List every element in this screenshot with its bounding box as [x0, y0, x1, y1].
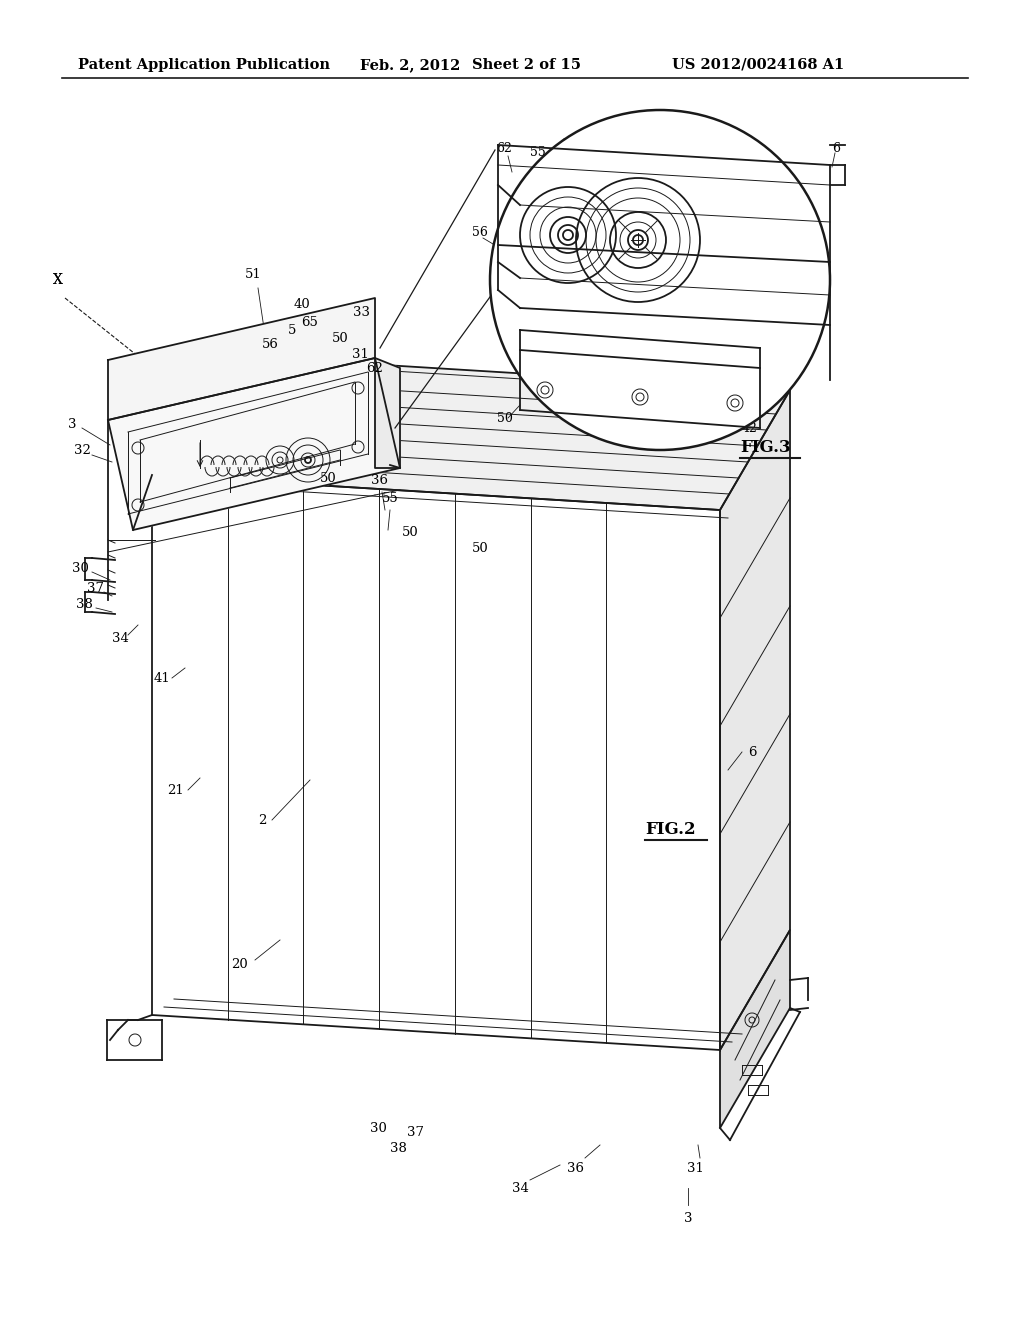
Text: 50: 50: [472, 541, 488, 554]
Text: 50: 50: [600, 136, 616, 149]
Text: 40: 40: [294, 298, 310, 312]
Polygon shape: [720, 389, 790, 1049]
Polygon shape: [720, 931, 790, 1129]
Text: X: X: [53, 273, 62, 286]
Text: 6: 6: [748, 746, 757, 759]
Text: 55: 55: [530, 145, 546, 158]
Text: 37: 37: [87, 582, 104, 594]
Text: 37: 37: [407, 1126, 424, 1138]
Text: 50: 50: [497, 412, 513, 425]
Text: 41: 41: [154, 672, 170, 685]
Text: 31: 31: [351, 348, 369, 362]
Text: 50: 50: [401, 525, 419, 539]
Text: Patent Application Publication: Patent Application Publication: [78, 58, 330, 73]
Text: 20: 20: [231, 958, 249, 972]
Polygon shape: [108, 298, 375, 420]
Text: 31: 31: [686, 1162, 703, 1175]
Text: 56: 56: [261, 338, 279, 351]
Text: 2: 2: [258, 813, 266, 826]
Polygon shape: [375, 358, 400, 469]
Text: 3: 3: [68, 418, 76, 432]
Text: 65: 65: [560, 139, 575, 152]
Circle shape: [490, 110, 830, 450]
Text: US 2012/0024168 A1: US 2012/0024168 A1: [672, 58, 844, 73]
Text: 56: 56: [472, 226, 488, 239]
Text: 38: 38: [389, 1142, 407, 1155]
Text: 50: 50: [332, 331, 348, 345]
Polygon shape: [152, 355, 790, 510]
Text: 3: 3: [684, 1212, 692, 1225]
Text: 62: 62: [496, 141, 512, 154]
Text: 55: 55: [382, 491, 398, 504]
Text: FIG.3: FIG.3: [740, 440, 791, 457]
Text: Feb. 2, 2012: Feb. 2, 2012: [360, 58, 461, 73]
Text: 34: 34: [112, 631, 128, 644]
Text: Sheet 2 of 15: Sheet 2 of 15: [472, 58, 581, 73]
Text: 36: 36: [372, 474, 388, 487]
Text: FIG.2: FIG.2: [645, 821, 695, 838]
Text: 32: 32: [74, 444, 90, 457]
Text: 6: 6: [831, 141, 840, 154]
Text: 34: 34: [512, 1181, 528, 1195]
Text: 51: 51: [245, 268, 261, 281]
Text: X: X: [53, 273, 62, 286]
Text: 5: 5: [288, 323, 296, 337]
Text: 65: 65: [301, 315, 318, 329]
Text: 50: 50: [319, 471, 336, 484]
Text: 60: 60: [614, 425, 630, 438]
Text: 30: 30: [370, 1122, 386, 1134]
Text: 61: 61: [652, 428, 668, 441]
Text: 62: 62: [367, 362, 383, 375]
Text: 33: 33: [353, 305, 371, 318]
Polygon shape: [152, 475, 720, 1049]
Text: 36: 36: [566, 1162, 584, 1175]
Polygon shape: [108, 358, 400, 531]
Text: 30: 30: [72, 561, 88, 574]
Text: 38: 38: [76, 598, 92, 611]
Text: 42: 42: [742, 421, 758, 434]
Text: 21: 21: [167, 784, 183, 796]
